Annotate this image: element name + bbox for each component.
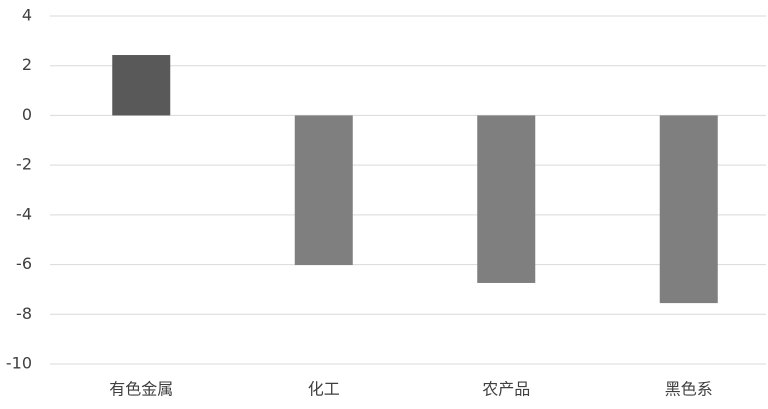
y-tick-label: -4 [16, 204, 32, 223]
y-tick-label: 2 [22, 55, 32, 74]
bar [477, 115, 536, 283]
bar [659, 115, 718, 304]
x-tick-label: 化工 [308, 380, 340, 399]
x-tick-label: 有色金属 [109, 380, 173, 399]
x-tick-label: 黑色系 [665, 380, 713, 399]
y-tick-label: -2 [16, 155, 32, 174]
bar [294, 115, 353, 266]
y-tick-label: 4 [22, 6, 32, 25]
y-tick-label: 0 [22, 105, 32, 124]
y-tick-label: -8 [16, 304, 32, 323]
y-tick-label: -10 [6, 354, 32, 373]
x-tick-label: 农产品 [482, 380, 530, 399]
bar [112, 55, 171, 116]
y-tick-label: -6 [16, 254, 32, 273]
